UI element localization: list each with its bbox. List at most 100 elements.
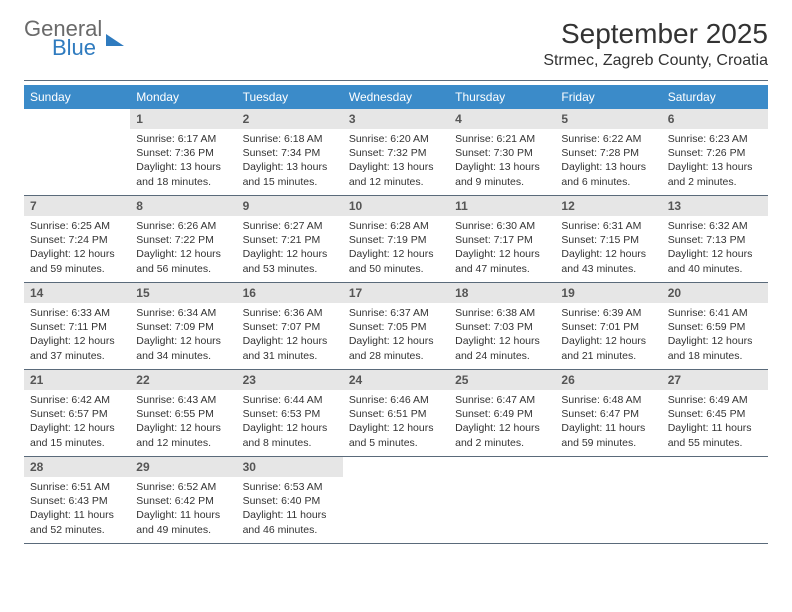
day-line: Sunset: 7:07 PM [243,320,337,334]
day-number: 22 [130,370,236,390]
day-cell: 22Sunrise: 6:43 AMSunset: 6:55 PMDayligh… [130,370,236,456]
day-number: 12 [555,196,661,216]
day-line: Daylight: 12 hours [243,421,337,435]
day-number: 9 [237,196,343,216]
dow-tuesday: Tuesday [237,85,343,109]
day-line: and 12 minutes. [136,436,230,450]
header-divider [24,80,768,81]
day-line: Sunset: 7:32 PM [349,146,443,160]
day-line: and 43 minutes. [561,262,655,276]
dow-saturday: Saturday [662,85,768,109]
day-cell: 21Sunrise: 6:42 AMSunset: 6:57 PMDayligh… [24,370,130,456]
day-line: Sunrise: 6:42 AM [30,393,124,407]
day-line: and 6 minutes. [561,175,655,189]
day-line: Daylight: 12 hours [561,247,655,261]
day-number: 8 [130,196,236,216]
day-cell: 28Sunrise: 6:51 AMSunset: 6:43 PMDayligh… [24,457,130,543]
day-line: and 52 minutes. [30,523,124,537]
day-body: Sunrise: 6:37 AMSunset: 7:05 PMDaylight:… [343,303,449,369]
day-cell: 3Sunrise: 6:20 AMSunset: 7:32 PMDaylight… [343,109,449,195]
day-cell: 9Sunrise: 6:27 AMSunset: 7:21 PMDaylight… [237,196,343,282]
day-line: Sunrise: 6:44 AM [243,393,337,407]
day-body: Sunrise: 6:41 AMSunset: 6:59 PMDaylight:… [662,303,768,369]
day-body: Sunrise: 6:51 AMSunset: 6:43 PMDaylight:… [24,477,130,543]
day-body: Sunrise: 6:28 AMSunset: 7:19 PMDaylight:… [343,216,449,282]
day-line: and 8 minutes. [243,436,337,450]
day-line: Daylight: 12 hours [243,247,337,261]
day-line: Sunset: 7:21 PM [243,233,337,247]
day-line: and 18 minutes. [136,175,230,189]
day-cell: 12Sunrise: 6:31 AMSunset: 7:15 PMDayligh… [555,196,661,282]
day-number: 16 [237,283,343,303]
header: General Blue September 2025 Strmec, Zagr… [24,18,768,70]
day-body: Sunrise: 6:43 AMSunset: 6:55 PMDaylight:… [130,390,236,456]
day-body: Sunrise: 6:53 AMSunset: 6:40 PMDaylight:… [237,477,343,543]
day-line: Sunset: 6:55 PM [136,407,230,421]
day-line: Daylight: 12 hours [349,421,443,435]
day-line: Daylight: 12 hours [136,421,230,435]
day-body [343,477,449,486]
day-body: Sunrise: 6:42 AMSunset: 6:57 PMDaylight:… [24,390,130,456]
week-row: 28Sunrise: 6:51 AMSunset: 6:43 PMDayligh… [24,457,768,544]
day-line: Sunset: 7:28 PM [561,146,655,160]
month-title: September 2025 [543,18,768,50]
dow-friday: Friday [555,85,661,109]
day-line: and 28 minutes. [349,349,443,363]
day-line: Sunrise: 6:20 AM [349,132,443,146]
day-cell: 30Sunrise: 6:53 AMSunset: 6:40 PMDayligh… [237,457,343,543]
day-line: Sunrise: 6:51 AM [30,480,124,494]
day-cell: 6Sunrise: 6:23 AMSunset: 7:26 PMDaylight… [662,109,768,195]
day-line: Sunrise: 6:43 AM [136,393,230,407]
weeks-container: .1Sunrise: 6:17 AMSunset: 7:36 PMDayligh… [24,109,768,544]
day-body: Sunrise: 6:33 AMSunset: 7:11 PMDaylight:… [24,303,130,369]
day-number: 19 [555,283,661,303]
week-row: .1Sunrise: 6:17 AMSunset: 7:36 PMDayligh… [24,109,768,196]
day-cell: 1Sunrise: 6:17 AMSunset: 7:36 PMDaylight… [130,109,236,195]
day-number: 24 [343,370,449,390]
week-row: 21Sunrise: 6:42 AMSunset: 6:57 PMDayligh… [24,370,768,457]
day-line: Sunset: 7:19 PM [349,233,443,247]
day-line: Sunrise: 6:31 AM [561,219,655,233]
day-line: Sunrise: 6:30 AM [455,219,549,233]
day-line: Sunset: 7:36 PM [136,146,230,160]
day-line: Daylight: 12 hours [349,334,443,348]
day-cell: 8Sunrise: 6:26 AMSunset: 7:22 PMDaylight… [130,196,236,282]
day-line: Sunrise: 6:36 AM [243,306,337,320]
day-body: Sunrise: 6:34 AMSunset: 7:09 PMDaylight:… [130,303,236,369]
week-row: 7Sunrise: 6:25 AMSunset: 7:24 PMDaylight… [24,196,768,283]
day-line: and 24 minutes. [455,349,549,363]
day-number: 26 [555,370,661,390]
day-number: 14 [24,283,130,303]
day-line: Sunrise: 6:48 AM [561,393,655,407]
day-number: 11 [449,196,555,216]
day-line: and 50 minutes. [349,262,443,276]
day-line: Daylight: 12 hours [243,334,337,348]
day-line: Daylight: 13 hours [136,160,230,174]
day-line: Sunset: 7:22 PM [136,233,230,247]
day-line: and 31 minutes. [243,349,337,363]
dow-monday: Monday [130,85,236,109]
day-body: Sunrise: 6:31 AMSunset: 7:15 PMDaylight:… [555,216,661,282]
day-line: and 15 minutes. [243,175,337,189]
day-line: Daylight: 11 hours [561,421,655,435]
day-line: and 49 minutes. [136,523,230,537]
day-line: Daylight: 12 hours [30,247,124,261]
day-line: and 40 minutes. [668,262,762,276]
day-number: 18 [449,283,555,303]
day-line: Sunset: 6:49 PM [455,407,549,421]
day-number: 30 [237,457,343,477]
day-line: Sunrise: 6:39 AM [561,306,655,320]
day-body: Sunrise: 6:20 AMSunset: 7:32 PMDaylight:… [343,129,449,195]
day-cell: . [24,109,130,195]
logo-text-block: General Blue [24,18,102,59]
day-number: 5 [555,109,661,129]
day-cell: 17Sunrise: 6:37 AMSunset: 7:05 PMDayligh… [343,283,449,369]
day-cell: . [555,457,661,543]
day-body: Sunrise: 6:21 AMSunset: 7:30 PMDaylight:… [449,129,555,195]
day-cell: 10Sunrise: 6:28 AMSunset: 7:19 PMDayligh… [343,196,449,282]
day-body: Sunrise: 6:32 AMSunset: 7:13 PMDaylight:… [662,216,768,282]
day-cell: 5Sunrise: 6:22 AMSunset: 7:28 PMDaylight… [555,109,661,195]
day-line: Sunset: 7:11 PM [30,320,124,334]
calendar: Sunday Monday Tuesday Wednesday Thursday… [24,85,768,544]
day-body: Sunrise: 6:36 AMSunset: 7:07 PMDaylight:… [237,303,343,369]
